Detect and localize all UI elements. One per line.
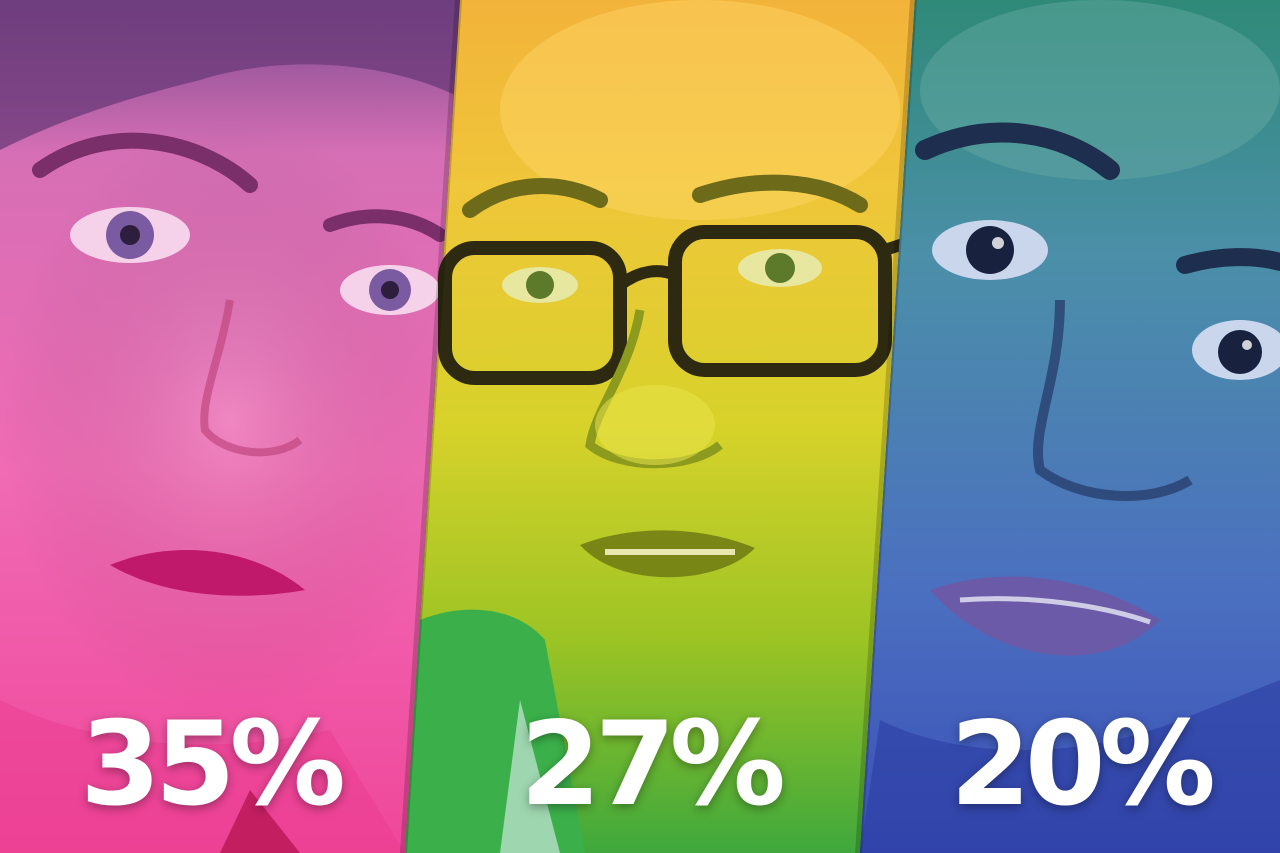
panel-divider-2 — [855, 0, 917, 853]
middle-portrait-panel — [405, 0, 917, 853]
percentage-label-right: 20% — [950, 697, 1216, 832]
percentage-label-middle: 27% — [520, 697, 786, 832]
right-portrait-panel — [860, 0, 1280, 853]
left-portrait-panel — [0, 0, 460, 853]
panel-divider-1 — [400, 0, 462, 853]
percentage-label-left: 35% — [80, 697, 346, 832]
